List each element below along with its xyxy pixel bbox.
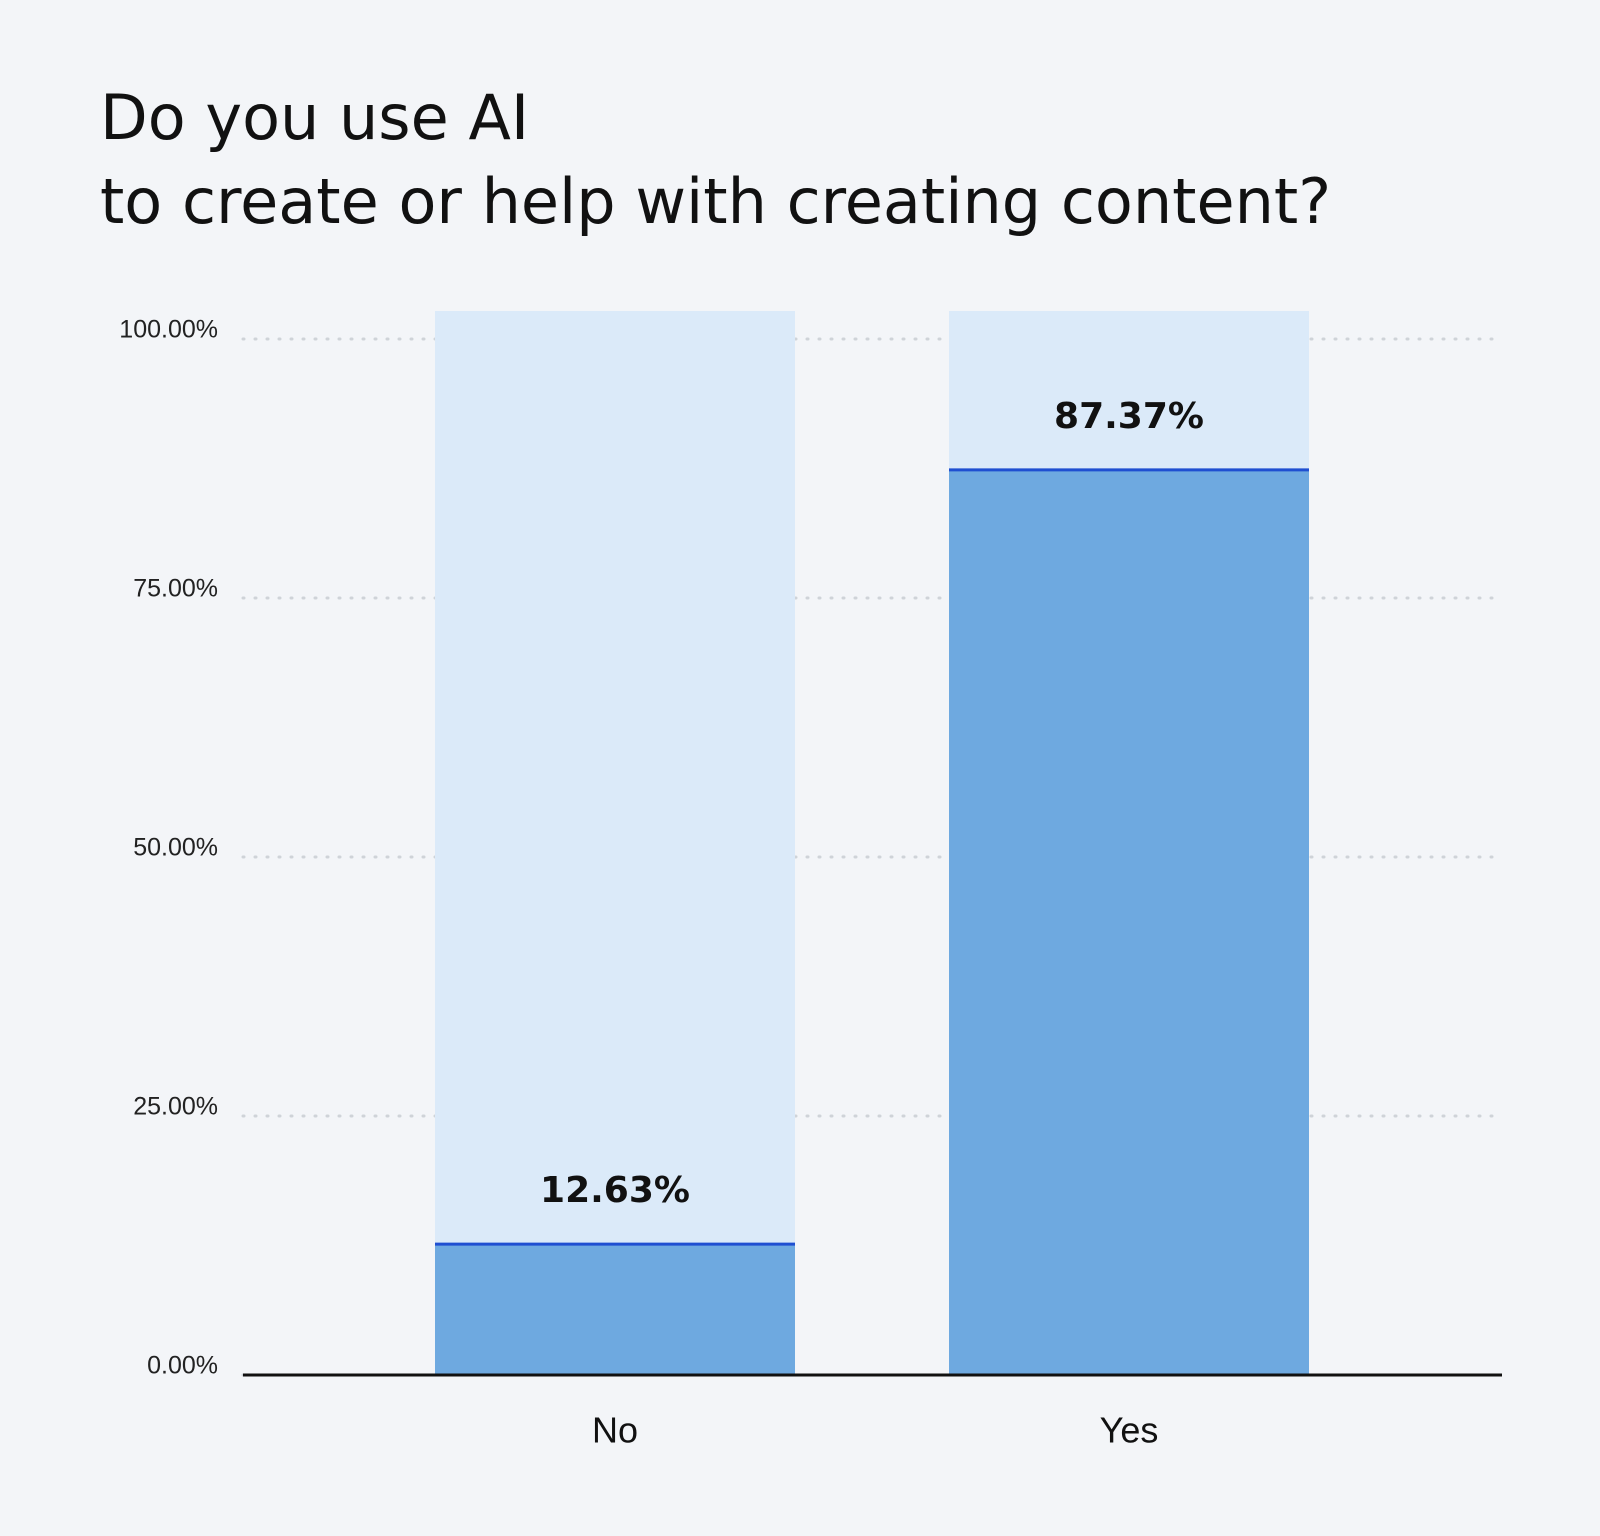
value-label: 87.37% [1054, 396, 1204, 437]
y-tick-label: 0.00% [147, 1352, 218, 1380]
y-tick-label: 75.00% [133, 575, 218, 603]
y-tick-label: 50.00% [133, 834, 218, 862]
x-tick-label: No [592, 1410, 638, 1451]
bar [949, 469, 1309, 1375]
bar [435, 1244, 795, 1375]
y-tick-label: 100.00% [119, 316, 218, 344]
chart-title: to create or help with creating content? [100, 165, 1331, 238]
chart-title: Do you use AI [100, 81, 529, 154]
bar-background [435, 311, 795, 1375]
value-label: 12.63% [540, 1170, 690, 1211]
y-tick-label: 25.00% [133, 1093, 218, 1121]
x-tick-label: Yes [1100, 1410, 1159, 1451]
